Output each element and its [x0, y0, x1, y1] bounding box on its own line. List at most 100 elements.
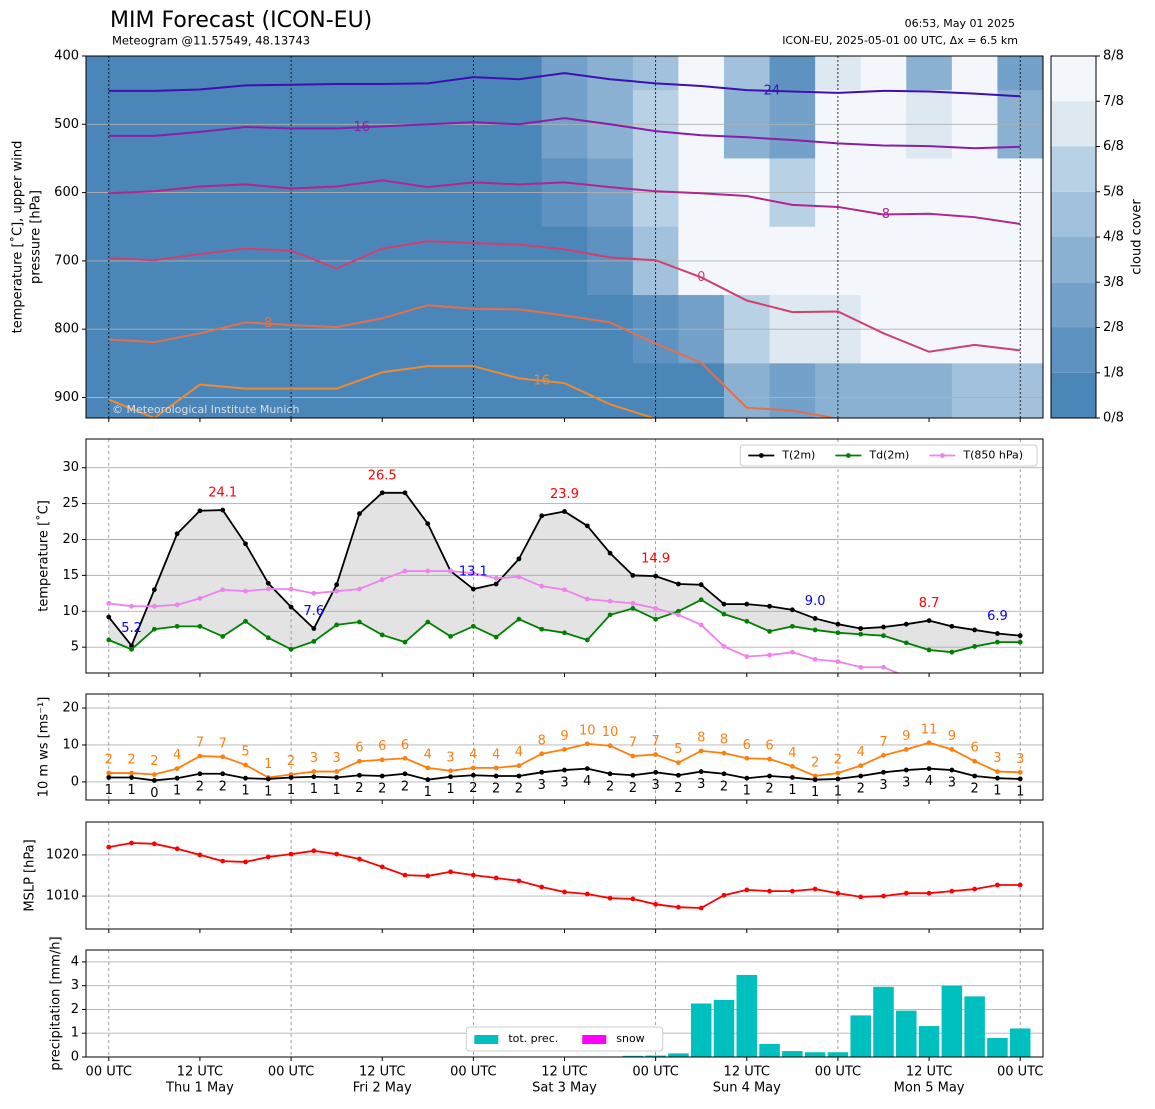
series-point [585, 638, 590, 643]
series-point [858, 665, 863, 670]
value-label: 6 [355, 741, 363, 756]
series-point [289, 587, 294, 592]
value-label: 9 [560, 729, 568, 744]
value-label: 9.0 [805, 594, 826, 609]
series-point [881, 665, 886, 670]
series-point [494, 774, 499, 779]
colorbar-tick-label: 0/8 [1103, 411, 1124, 426]
series-point [630, 897, 635, 902]
bar [850, 1015, 871, 1057]
x-date-label: Sat 3 May [532, 1081, 597, 1096]
x-tick-label: 12 UTC [724, 1065, 770, 1080]
value-label: 3 [1016, 752, 1024, 767]
series-point [311, 591, 316, 596]
series-point [608, 599, 613, 604]
series-point [334, 775, 339, 780]
series-point [630, 606, 635, 611]
series-point [494, 635, 499, 640]
value-label: 0 [150, 786, 158, 801]
value-label: 2 [857, 781, 865, 796]
value-label: 24.1 [208, 486, 237, 501]
series-point [129, 775, 134, 780]
value-label: 10 [579, 723, 596, 738]
colorbar-tick-label: 7/8 [1103, 94, 1124, 109]
series-point [836, 777, 841, 782]
x-tick-label: 00 UTC [997, 1065, 1043, 1080]
series-point [380, 577, 385, 582]
series-point [813, 616, 818, 621]
series-point [334, 852, 339, 857]
value-label: 1 [287, 783, 295, 798]
x-tick-label: 00 UTC [815, 1065, 861, 1080]
y-tick-label: 4 [71, 954, 79, 969]
series-point [972, 759, 977, 764]
y-tick-label: 1 [71, 1026, 79, 1041]
series-point [334, 582, 339, 587]
colorbar-band [1051, 101, 1096, 146]
series-point [790, 624, 795, 629]
series-point [836, 659, 841, 664]
value-label: 6 [378, 739, 386, 754]
series-point [813, 657, 818, 662]
series-point [357, 857, 362, 862]
series-point [220, 587, 225, 592]
series-point [198, 754, 203, 759]
series-point [653, 770, 658, 775]
series-point [744, 776, 749, 781]
series-point [517, 763, 522, 768]
series-point [699, 906, 704, 911]
bar [668, 1053, 689, 1057]
series-point [175, 624, 180, 629]
series-point [699, 769, 704, 774]
series-point [494, 765, 499, 770]
series-point [243, 860, 248, 865]
series-point [608, 743, 613, 748]
series-point [106, 775, 111, 780]
value-label: 1 [743, 784, 751, 799]
bar [873, 987, 894, 1057]
value-label: 3 [446, 750, 454, 765]
series-point [425, 874, 430, 879]
value-label: 5 [674, 742, 682, 757]
series-point [152, 587, 157, 592]
value-label: 2 [355, 781, 363, 796]
series-point [744, 888, 749, 893]
y-axis-label: precipitation [mm/h] [49, 936, 64, 1070]
series-point [722, 771, 727, 776]
value-label: 6 [401, 738, 409, 753]
series-point [289, 647, 294, 652]
series-point [539, 513, 544, 518]
series-point [767, 757, 772, 762]
y-tick-label: 30 [62, 460, 79, 475]
series-point [949, 747, 954, 752]
series-point [585, 892, 590, 897]
value-label: 1 [333, 783, 341, 798]
series-point [722, 612, 727, 617]
value-label: 11 [921, 722, 938, 737]
y-tick-label: 1020 [46, 847, 79, 862]
value-label: 1 [1016, 784, 1024, 799]
series-point [220, 859, 225, 864]
value-label: 8 [697, 730, 705, 745]
series-point [790, 889, 795, 894]
series-point [175, 602, 180, 607]
series-point [676, 612, 681, 617]
copyright: © Meteorological Institute Munich [112, 403, 299, 416]
series-point [243, 619, 248, 624]
value-label: 6.9 [987, 609, 1008, 624]
series-point [1018, 770, 1023, 775]
series-point [266, 587, 271, 592]
series-point [790, 764, 795, 769]
series-point [289, 775, 294, 780]
value-label: 2 [629, 781, 637, 796]
series-point [517, 556, 522, 561]
value-label: 3 [948, 776, 956, 791]
series-point [881, 625, 886, 630]
series-point [198, 853, 203, 858]
series-point [562, 509, 567, 514]
series-point [152, 772, 157, 777]
value-label: 3 [993, 751, 1001, 766]
series-point [471, 773, 476, 778]
series-point [562, 890, 567, 895]
legend-marker [846, 453, 851, 458]
